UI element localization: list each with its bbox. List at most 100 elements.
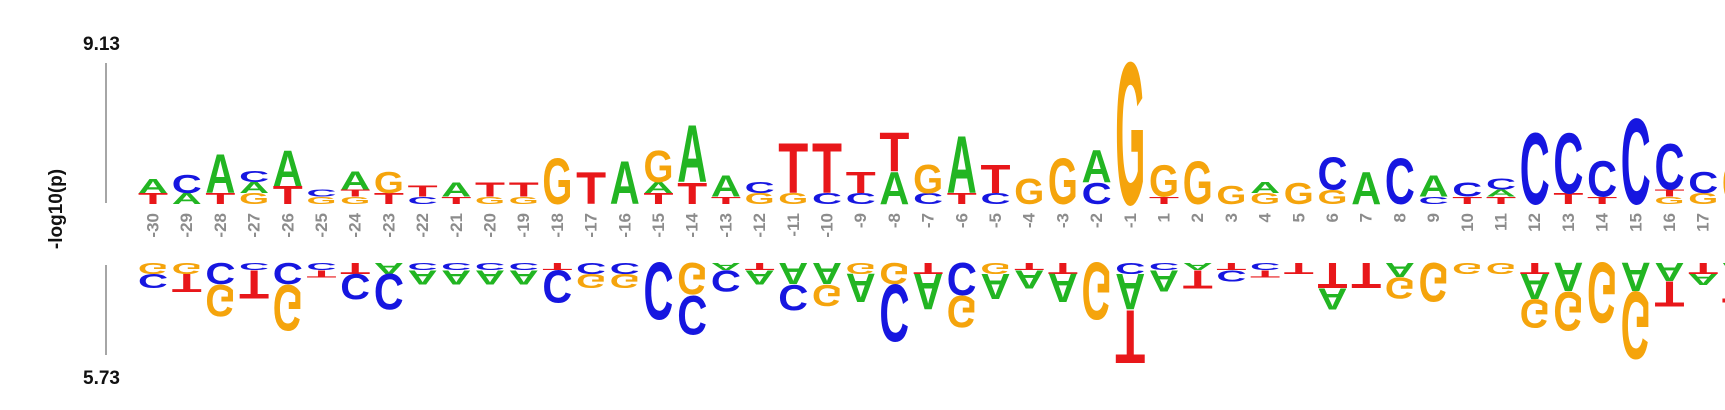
position-label-7: 7 <box>1357 213 1376 222</box>
enriched-glyph-T: T <box>677 176 707 210</box>
position-label--9: -9 <box>851 213 870 228</box>
enriched-glyph-T: T <box>273 182 303 210</box>
enriched-glyph-G: G <box>1048 145 1078 218</box>
depleted-glyph-T: T <box>1351 255 1381 295</box>
enriched-glyph-A: A <box>711 169 741 203</box>
enriched-glyph-C: C <box>846 190 876 207</box>
depleted-glyph-G: G <box>812 278 842 312</box>
position-label--26: -26 <box>278 213 297 238</box>
depleted-glyph-G: G <box>1082 245 1112 337</box>
enriched-glyph-G: G <box>340 195 370 207</box>
depleted-glyph-G: G <box>1520 290 1550 335</box>
depleted-glyph-C: C <box>509 261 539 272</box>
depleted-glyph-C: C <box>408 261 438 272</box>
enriched-glyph-T: T <box>408 183 438 200</box>
depleted-glyph-C: C <box>441 261 471 272</box>
enriched-glyph-G: G <box>1318 185 1348 208</box>
enriched-glyph-G: G <box>239 190 269 207</box>
enriched-glyph-T: T <box>644 190 674 207</box>
enriched-glyph-C: C <box>913 190 943 207</box>
enriched-glyph-A: A <box>879 163 909 214</box>
enriched-glyph-C: C <box>408 195 438 206</box>
depleted-glyph-T: T <box>340 260 370 277</box>
position-label--27: -27 <box>245 213 264 238</box>
depleted-glyph-C: C <box>138 270 168 293</box>
position-label--25: -25 <box>312 213 331 238</box>
enriched-glyph-C: C <box>1082 176 1112 210</box>
depleted-glyph-G: G <box>205 275 235 326</box>
position-label--12: -12 <box>750 213 769 238</box>
enriched-glyph-T: T <box>475 178 505 201</box>
position-label--17: -17 <box>582 213 601 238</box>
position-labels: -30 -29 -28 -27 -26 -25 -24 -23 -22 -21 -20 -19 -18-… <box>144 212 1713 238</box>
position-label--1: -1 <box>1121 213 1140 228</box>
depleted-glyph-A: A <box>408 266 438 289</box>
enriched-glyph-G: G <box>1149 156 1179 207</box>
depleted-glyph-T: T <box>1318 255 1348 295</box>
enriched-glyph-T: T <box>1149 195 1179 206</box>
depleted-glyph-T: T <box>1115 294 1145 380</box>
position-label--8: -8 <box>885 213 904 228</box>
position-label-6: 6 <box>1323 213 1342 222</box>
enriched-glyph-C: C <box>1553 115 1583 212</box>
enriched-glyph-G: G <box>644 141 674 192</box>
depleted-glyph-T: T <box>745 261 775 272</box>
position-label--18: -18 <box>548 213 567 238</box>
enriched-glyph-C: C <box>1621 94 1651 231</box>
depleted-glyph-G: G <box>846 259 876 276</box>
depleted-glyph-A: A <box>1048 265 1078 311</box>
depleted-glyph-A: A <box>1149 264 1179 298</box>
position-label--20: -20 <box>481 213 500 238</box>
depleted-glyph-A: A <box>1520 266 1550 306</box>
enriched-glyph-T: T <box>441 195 471 206</box>
depleted-glyph-T: T <box>172 268 202 296</box>
depleted-glyph-G: G <box>610 269 640 292</box>
depleted-glyph-C: C <box>475 261 505 272</box>
depleted-glyph-G: G <box>1486 259 1516 276</box>
depleted-glyph-C: C <box>1250 261 1280 272</box>
enriched-glyph-C: C <box>1419 195 1449 206</box>
position-label--30: -30 <box>144 213 163 238</box>
depleted-glyph-T: T <box>1688 260 1718 277</box>
position-label--7: -7 <box>919 213 938 228</box>
enriched-glyph-A: A <box>1486 188 1516 199</box>
depleted-glyph-C: C <box>644 245 674 337</box>
position-label-11: 11 <box>1492 213 1511 231</box>
y-axis-label: -log10(p) <box>46 169 67 249</box>
enriched-glyph-C: C <box>239 168 269 185</box>
position-label--23: -23 <box>379 213 398 238</box>
depleted-glyph-C: C <box>1115 260 1145 277</box>
position-label-17: 17 <box>1694 213 1713 232</box>
enriched-glyph-C: C <box>1655 129 1685 203</box>
enriched-glyph-C: C <box>1385 144 1415 218</box>
enriched-glyph-G: G <box>374 166 404 200</box>
depleted-glyph-C: C <box>677 283 707 346</box>
enriched-glyph-G: G <box>1183 149 1213 217</box>
enriched-max-label: 9.13 <box>83 34 120 55</box>
enriched-glyph-T: T <box>374 190 404 207</box>
depleted-glyph-T: T <box>1250 268 1280 279</box>
depleted-glyph-A: A <box>981 266 1011 306</box>
depleted-glyph-G: G <box>576 269 606 292</box>
depleted-glyph-C: C <box>879 267 909 359</box>
enriched-glyph-A: A <box>1419 169 1449 203</box>
depleted-glyph-G: G <box>1385 271 1415 305</box>
enriched-glyph-T: T <box>846 165 876 199</box>
depleted-glyph-G: G <box>273 270 303 343</box>
enriched-glyph-A: A <box>273 140 303 197</box>
depleted-glyph-A: A <box>913 263 943 320</box>
enriched-glyph-A: A <box>138 174 168 197</box>
depleted-glyph-A: A <box>509 266 539 289</box>
enriched-glyph-G: G <box>1014 171 1044 211</box>
depleted-glyph-A: A <box>812 256 842 290</box>
depleted-glyph-A: A <box>778 256 808 290</box>
position-label-12: 12 <box>1525 213 1544 232</box>
depleted-glyph-A: A <box>1655 257 1685 285</box>
enriched-glyph-T: T <box>138 190 168 207</box>
enriched-glyph-A: A <box>1250 179 1280 196</box>
depleted-glyph-C: C <box>947 253 977 304</box>
position-label--3: -3 <box>1053 213 1072 228</box>
position-label--11: -11 <box>784 213 803 237</box>
enriched-glyph-T: T <box>1587 195 1617 206</box>
